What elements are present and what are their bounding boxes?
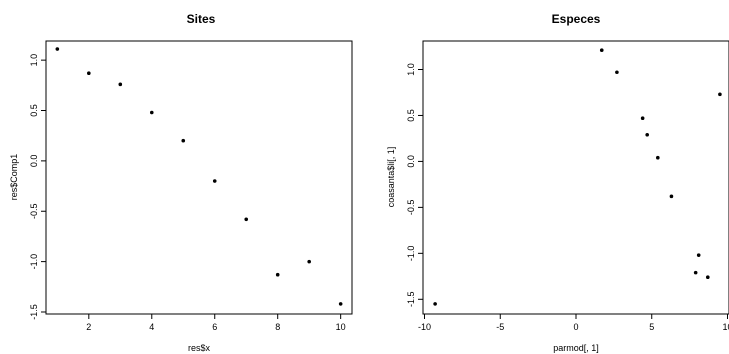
especes-points <box>433 48 722 306</box>
sites-data-point <box>212 179 217 183</box>
sites-x-axis: 2 4 6 8 10 <box>86 314 346 332</box>
especes-y-tick-label: -1.5 <box>406 292 416 308</box>
especes-y-label: coasanta$li[, 1] <box>386 147 396 208</box>
especes-x-tick-label: 5 <box>649 322 654 332</box>
especes-y-tick-label: 1.0 <box>406 63 416 76</box>
especes-data-point <box>433 302 437 306</box>
especes-data-point <box>645 132 649 137</box>
especes-plot-frame <box>422 40 729 315</box>
sites-data-point <box>275 272 280 277</box>
especes-x-tick-label: 10 <box>722 322 729 332</box>
sites-x-tick-label: 4 <box>149 322 154 332</box>
sites-y-axis: -1.5 -1.0 -0.5 0.0 0.5 1.0 <box>29 54 46 320</box>
especes-x-tick-label: -5 <box>496 322 504 332</box>
sites-points <box>55 47 343 306</box>
sites-x-tick-label: 10 <box>336 322 346 332</box>
especes-data-point <box>696 253 701 257</box>
sites-data-point <box>118 82 123 87</box>
sites-x-tick-label: 2 <box>86 322 91 332</box>
especes-y-tick-label: -0.5 <box>406 200 416 216</box>
especes-y-tick-label: -1.0 <box>406 246 416 262</box>
sites-y-tick-label: -1.5 <box>29 304 39 320</box>
especes-title: Especes <box>552 12 601 26</box>
sites-data-point <box>307 259 311 264</box>
sites-data-point <box>55 47 60 51</box>
sites-y-tick-label: 0.0 <box>29 155 39 168</box>
especes-x-tick-label: 0 <box>573 322 578 332</box>
especes-data-point <box>669 194 674 199</box>
especes-panel: Especes -10-50510 -1.5-1.0-0.50.00.51.0 … <box>386 12 729 353</box>
especes-data-point <box>705 275 710 280</box>
especes-data-point <box>599 48 604 52</box>
sites-y-tick-label: -1.0 <box>29 254 39 270</box>
sites-x-tick-label: 8 <box>275 322 280 332</box>
especes-y-tick-label: 0.0 <box>406 155 416 168</box>
sites-x-label: res$x <box>188 343 211 353</box>
sites-data-point <box>181 138 186 143</box>
especes-x-label: parmod[, 1] <box>553 343 599 353</box>
sites-y-tick-label: 1.0 <box>29 54 39 67</box>
especes-data-point <box>656 155 660 160</box>
especes-data-point <box>640 116 645 121</box>
especes-y-tick-label: 0.5 <box>406 109 416 122</box>
especes-x-axis: -10 -5 0 5 10 <box>418 314 729 332</box>
sites-data-point <box>244 217 249 222</box>
sites-panel: Sites 2 4 6 8 10 -1.5 -1.0 -0.5 0.0 0.5 1.0 res$x… <box>9 12 353 353</box>
especes-data-point <box>693 270 698 275</box>
especes-x-tick-label: -10 <box>418 322 431 332</box>
sites-data-point <box>149 110 154 115</box>
sites-y-tick-label: 0.5 <box>29 104 39 117</box>
especes-data-point <box>718 92 722 97</box>
sites-data-point <box>338 302 343 306</box>
sites-title: Sites <box>187 12 216 26</box>
especes-data-point <box>615 70 619 75</box>
sites-data-point <box>87 71 91 76</box>
sites-plot-frame <box>45 40 353 315</box>
sites-x-tick-label: 6 <box>212 322 217 332</box>
sites-y-label: res$Comp1 <box>9 154 19 201</box>
especes-y-axis: -1.5 -1.0 -0.5 0.0 0.5 1.0 <box>406 63 423 307</box>
sites-y-tick-label: -0.5 <box>29 203 39 219</box>
